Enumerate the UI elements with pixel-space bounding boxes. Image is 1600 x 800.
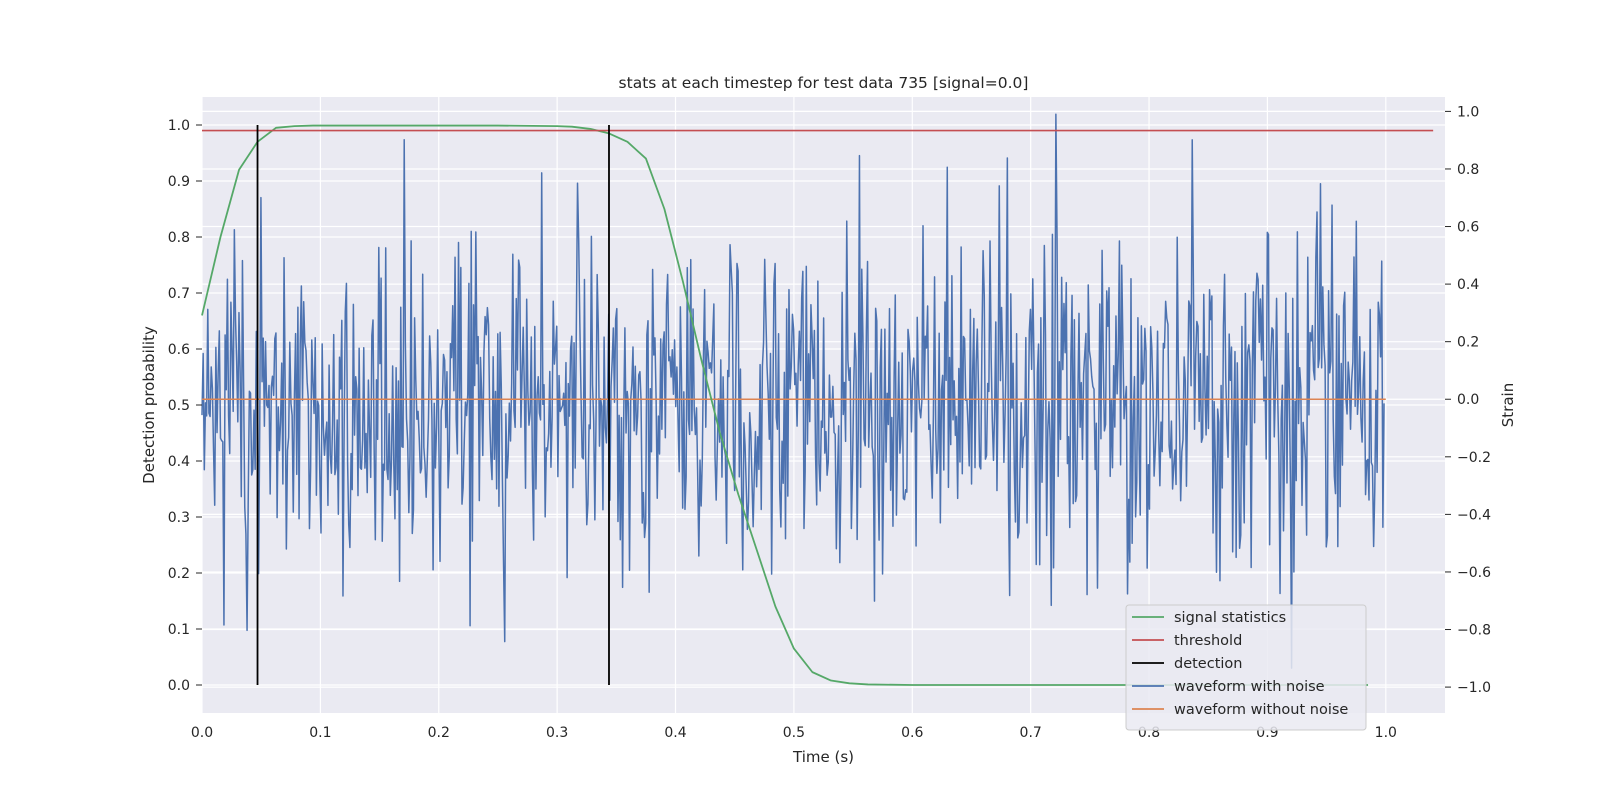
- y-tick-label: 0.3: [168, 510, 190, 526]
- x-axis-label: Time (s): [792, 748, 854, 766]
- y-tick-label: 0.8: [168, 230, 190, 246]
- legend: signal statistics threshold detection wavef…: [1125, 604, 1367, 731]
- y2-tick-label: −0.8: [1457, 623, 1491, 639]
- y2-tick-label: −1.0: [1457, 680, 1491, 696]
- y-tick-label: 0.5: [168, 398, 190, 414]
- chart-title: stats at each timestep for test data 735…: [619, 74, 1029, 92]
- y2-tick-label: 0.6: [1457, 220, 1479, 236]
- plot-area: [201, 113, 1434, 686]
- y-tick-label: 1.0: [168, 118, 190, 134]
- legend-label: waveform with noise: [1174, 679, 1325, 695]
- x-tick-label: 0.3: [546, 725, 568, 741]
- y-tick-label: 0.1: [168, 622, 190, 638]
- y2-axis-label: Strain: [1499, 383, 1517, 427]
- y2-tick-label: 0.0: [1457, 392, 1479, 408]
- y2-tick-label: 0.4: [1457, 277, 1479, 293]
- y2-tick-label: −0.6: [1457, 565, 1491, 581]
- y-axis-right-ticks: −1.0 −0.8 −0.6 −0.4 −0.2 0.0 0.2 0.4 0.6 0.8 1.0: [1445, 104, 1491, 696]
- x-tick-label: 0.0: [191, 725, 213, 741]
- y-tick-label: 0.9: [168, 174, 190, 190]
- x-tick-label: 0.1: [309, 725, 331, 741]
- y2-tick-label: 0.8: [1457, 162, 1479, 178]
- y2-tick-label: −0.2: [1457, 450, 1491, 466]
- x-tick-label: 0.4: [664, 725, 686, 741]
- signal-statistics-line: [201, 124, 1369, 686]
- legend-frame: [1125, 604, 1367, 731]
- x-tick-label: 0.5: [783, 725, 805, 741]
- series-waveform-with-noise: [201, 113, 1385, 669]
- y2-tick-label: −0.4: [1457, 507, 1491, 523]
- y-tick-label: 0.7: [168, 286, 190, 302]
- y2-tick-label: 1.0: [1457, 104, 1479, 120]
- y-axis-left-ticks: 0.0 0.1 0.2 0.3 0.4 0.5 0.6 0.7 0.8 0.9 1.0: [168, 118, 202, 694]
- y-tick-label: 0.4: [168, 454, 190, 470]
- x-tick-label: 0.7: [1020, 725, 1042, 741]
- x-tick-label: 0.2: [428, 725, 450, 741]
- legend-label: detection: [1174, 656, 1242, 672]
- y-axis-label: Detection probability: [140, 326, 158, 484]
- legend-label: signal statistics: [1174, 610, 1286, 626]
- series-detection: [256, 125, 610, 685]
- y-tick-label: 0.0: [168, 678, 190, 694]
- series-signal-statistics: [201, 124, 1369, 686]
- y-tick-label: 0.2: [168, 566, 190, 582]
- legend-label: waveform without noise: [1174, 702, 1348, 718]
- waveform-with-noise-line: [201, 113, 1385, 669]
- y2-tick-label: 0.2: [1457, 335, 1479, 351]
- y-tick-label: 0.6: [168, 342, 190, 358]
- x-tick-label: 0.6: [901, 725, 923, 741]
- legend-label: threshold: [1174, 633, 1242, 649]
- x-tick-label: 1.0: [1375, 725, 1397, 741]
